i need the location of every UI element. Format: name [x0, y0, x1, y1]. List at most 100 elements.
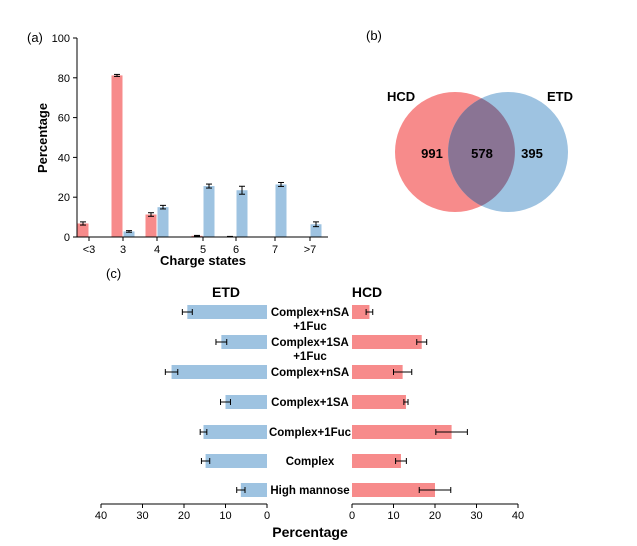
panel-c: (c) ETD HCD Complex+nSA +1Fuc Complex+1SA +… [95, 266, 524, 540]
hcd-errorbar-4 [435, 429, 468, 435]
x-tick-label: 30 [470, 510, 482, 522]
panel-a: (a) 0 20 40 60 80 100 <3 3 4 5 6 7 >7 Percentage Ch… [27, 30, 328, 268]
etd-errorbar-4 [199, 429, 208, 435]
etd-bar-1 [123, 231, 135, 237]
hcd-errorbar-1 [416, 339, 428, 345]
y-tick-label: 20 [58, 192, 70, 204]
hcd-errorbar-5 [395, 458, 407, 464]
x-tick-label: 10 [387, 510, 399, 522]
etd-bar-4 [236, 190, 248, 237]
etd-errorbar-1 [126, 230, 132, 233]
etd-bar-2 [171, 365, 267, 379]
x-tick-label: 0 [264, 510, 270, 522]
etd-bar-3 [225, 395, 267, 409]
x-tick-label: 30 [136, 510, 148, 522]
hcd-errorbar-0 [365, 309, 374, 315]
category-label: Complex [286, 456, 335, 468]
hcd-bar-4 [352, 425, 452, 439]
hcd-errorbar-0 [80, 221, 86, 226]
hcd-bar-0 [352, 305, 370, 319]
etd-bar-1 [221, 335, 267, 349]
x-tick-label: 20 [429, 510, 441, 522]
venn-count-etd-only: 395 [521, 146, 543, 161]
hcd-bar-5 [352, 454, 401, 468]
venn-label-etd: ETD [547, 89, 573, 104]
panel-c-label: (c) [106, 266, 121, 281]
y-tick-label: 60 [58, 113, 70, 125]
hcd-bar-1 [111, 75, 123, 237]
hcd-bar-6 [352, 483, 435, 497]
hcd-errorbar-1 [114, 73, 120, 77]
category-label: Complex+1SA [271, 397, 349, 409]
hcd-errorbar-6 [418, 487, 452, 493]
etd-bar-2 [157, 207, 169, 237]
x-tick-label: 20 [178, 510, 190, 522]
etd-bar-6 [310, 224, 322, 237]
etd-bar-3 [203, 186, 215, 237]
venn-count-overlap: 578 [471, 146, 493, 161]
hcd-errorbar-2 [148, 212, 154, 217]
venn-count-hcd-only: 991 [421, 146, 443, 161]
hcd-bar-1 [352, 335, 422, 349]
etd-errorbar-2 [160, 204, 166, 210]
panel-a-y-ticks: 0 20 40 60 80 100 [52, 33, 77, 244]
venn-overlap-region [448, 98, 515, 206]
panel-c-x-axis-label: Percentage [272, 524, 348, 540]
hcd-errorbar-3 [403, 399, 409, 405]
etd-errorbar-2 [164, 369, 179, 375]
etd-bar-5 [205, 454, 267, 468]
panel-b: (b) HCD ETD 991 578 395 [366, 28, 573, 212]
etd-errorbar-3 [220, 399, 231, 405]
y-tick-label: 80 [58, 73, 70, 85]
hcd-errorbar-3 [194, 234, 200, 237]
hcd-bar-0 [77, 223, 89, 237]
x-tick-label: 3 [120, 244, 126, 256]
etd-errorbar-6 [313, 221, 319, 228]
etd-errorbar-1 [215, 339, 228, 345]
category-label: Complex+1SA +1Fuc [271, 337, 349, 363]
etd-bar-0 [187, 305, 267, 319]
panel-c-category-labels: Complex+nSA +1Fuc Complex+1SA +1Fuc Complex+… [269, 307, 352, 497]
x-tick-label: 0 [349, 510, 355, 522]
hcd-bar-2 [352, 365, 403, 379]
etd-errorbar-5 [200, 458, 211, 464]
category-label: Complex+nSA +1Fuc [271, 307, 349, 333]
panel-a-label: (a) [27, 30, 43, 45]
panel-a-y-axis-label: Percentage [35, 103, 50, 173]
x-tick-label: 7 [272, 244, 278, 256]
etd-errorbar-4 [239, 185, 245, 195]
etd-errorbar-3 [206, 183, 212, 189]
hcd-bar-2 [145, 214, 157, 237]
etd-errorbar-0 [181, 309, 193, 315]
category-label: Complex+nSA [271, 367, 349, 379]
x-tick-label: 40 [512, 510, 524, 522]
x-tick-label: 10 [219, 510, 231, 522]
panel-c-etd-header: ETD [212, 284, 240, 300]
x-tick-label: 4 [154, 244, 160, 256]
etd-bar-5 [275, 184, 287, 237]
panel-b-label: (b) [366, 28, 382, 43]
x-tick-label: 6 [233, 244, 239, 256]
etd-errorbar-5 [278, 181, 284, 187]
panel-a-bars [77, 73, 322, 238]
etd-bar-4 [203, 425, 267, 439]
panel-a-x-ticks: <3 3 4 5 6 7 >7 [83, 237, 317, 256]
venn-label-hcd: HCD [387, 89, 415, 104]
x-tick-label: >7 [304, 244, 317, 256]
panel-a-x-axis-label: Charge states [160, 253, 246, 268]
panel-c-bars [164, 305, 468, 497]
x-tick-label: 40 [95, 510, 107, 522]
x-tick-label: <3 [83, 244, 96, 256]
hcd-errorbar-2 [393, 369, 413, 375]
y-tick-label: 40 [58, 152, 70, 164]
etd-errorbar-6 [236, 487, 246, 493]
hcd-bar-3 [352, 395, 406, 409]
x-tick-label: 5 [200, 244, 206, 256]
category-label: High mannose [270, 485, 349, 497]
panel-c-hcd-header: HCD [352, 284, 382, 300]
y-tick-label: 100 [52, 33, 70, 45]
y-tick-label: 0 [64, 232, 70, 244]
etd-bar-6 [240, 483, 267, 497]
category-label: Complex+1Fuc [269, 427, 352, 439]
